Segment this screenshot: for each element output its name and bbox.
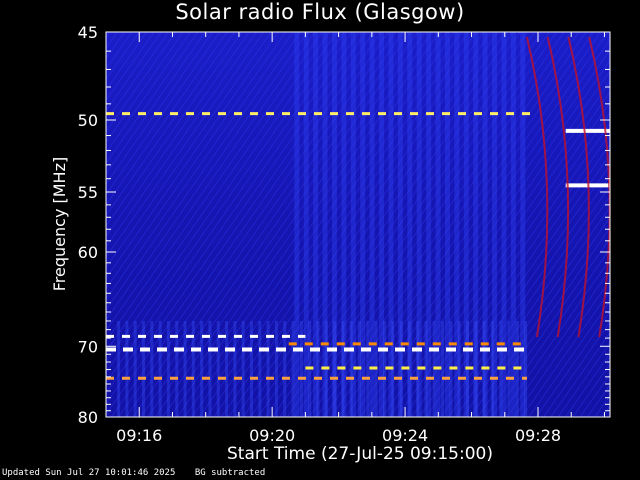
drifting-burst-arc: [567, 36, 590, 338]
burst-column: [350, 32, 356, 417]
low-band-column: [291, 320, 295, 417]
burst-column: [360, 32, 366, 417]
low-band-column: [283, 320, 287, 417]
burst-column: [313, 32, 319, 417]
y-axis: 45 50 55 60 70 80: [78, 23, 610, 427]
x-tick-label: 09:16: [116, 426, 162, 445]
low-band-column: [133, 320, 137, 417]
drifting-burst-arc: [588, 36, 611, 338]
low-band-column: [142, 320, 145, 417]
low-band-column: [258, 320, 262, 417]
burst-column: [322, 32, 328, 417]
low-band-column: [216, 320, 220, 417]
low-band-column: [490, 320, 494, 417]
low-band-column: [266, 320, 270, 417]
burst-column: [520, 32, 526, 417]
burst-column: [510, 32, 516, 417]
low-band-column: [208, 320, 212, 417]
y-axis-label: Frequency [MHz]: [50, 156, 69, 292]
chart-title: Solar radio Flux (Glasgow): [175, 0, 465, 24]
low-band-column: [366, 320, 370, 417]
low-band-column: [382, 320, 386, 417]
low-band-column: [158, 320, 162, 417]
low-band-column: [241, 320, 245, 417]
low-band-column: [250, 320, 253, 417]
burst-column: [444, 32, 450, 417]
plot-frame: [105, 31, 611, 418]
drifting-burst-arc: [525, 36, 549, 338]
burst-column: [397, 32, 403, 417]
low-band-column: [507, 320, 511, 417]
drifting-burst-arc: [546, 36, 570, 338]
y-tick-label: 50: [78, 111, 98, 130]
burst-column: [303, 32, 309, 417]
low-band-column: [117, 320, 121, 417]
low-band-column: [524, 320, 528, 417]
burst-column: [294, 32, 300, 417]
x-axis: 09:16 09:20 09:24 09:28: [105, 32, 605, 445]
burst-column: [426, 32, 432, 417]
burst-column: [369, 32, 375, 417]
low-band-column: [349, 320, 353, 417]
low-band-column: [333, 320, 337, 417]
low-band-column: [233, 320, 237, 417]
background-note: BG subtracted: [194, 468, 266, 478]
burst-column: [473, 32, 479, 417]
low-band-column: [166, 320, 170, 417]
updated-timestamp: Updated Sun Jul 27 10:01:46 2025: [2, 468, 176, 478]
x-tick-label: 09:24: [382, 426, 428, 445]
low-band-column: [441, 320, 445, 417]
low-band-column: [183, 320, 187, 417]
burst-column: [482, 32, 488, 417]
burst-column: [435, 32, 441, 417]
y-tick-label: 70: [78, 337, 98, 356]
burst-column: [463, 32, 469, 417]
y-tick-label: 80: [78, 408, 98, 427]
burst-column: [331, 32, 337, 417]
y-tick-label: 60: [78, 243, 98, 262]
low-band-column: [150, 320, 154, 417]
x-tick-label: 09:20: [249, 426, 295, 445]
y-tick-label: 45: [78, 23, 98, 42]
low-band-column: [399, 320, 403, 417]
burst-column: [388, 32, 394, 417]
low-band-column: [191, 320, 195, 417]
low-band-column: [200, 320, 204, 417]
low-band-column: [225, 320, 229, 417]
low-band-column: [424, 320, 428, 417]
footer-status: Updated Sun Jul 27 10:01:46 2025 BG subt…: [2, 468, 279, 478]
burst-column: [341, 32, 347, 417]
burst-column: [407, 32, 413, 417]
burst-column: [379, 32, 385, 417]
burst-column: [501, 32, 507, 417]
spectral-features: [106, 36, 611, 380]
x-tick-label: 09:28: [515, 426, 561, 445]
plot-texture: [106, 32, 610, 417]
low-band-column: [274, 320, 278, 417]
burst-column: [492, 32, 498, 417]
burst-column: [416, 32, 422, 417]
low-band-column: [457, 320, 461, 417]
low-band-column: [299, 320, 303, 417]
burst-column: [454, 32, 460, 417]
low-band-column: [125, 320, 129, 417]
y-tick-label: 55: [78, 183, 98, 202]
low-band-column: [175, 320, 179, 417]
low-band-column: [474, 320, 478, 417]
x-axis-label: Start Time (27-Jul-25 09:15:00): [227, 444, 493, 464]
low-band-column: [316, 320, 320, 417]
